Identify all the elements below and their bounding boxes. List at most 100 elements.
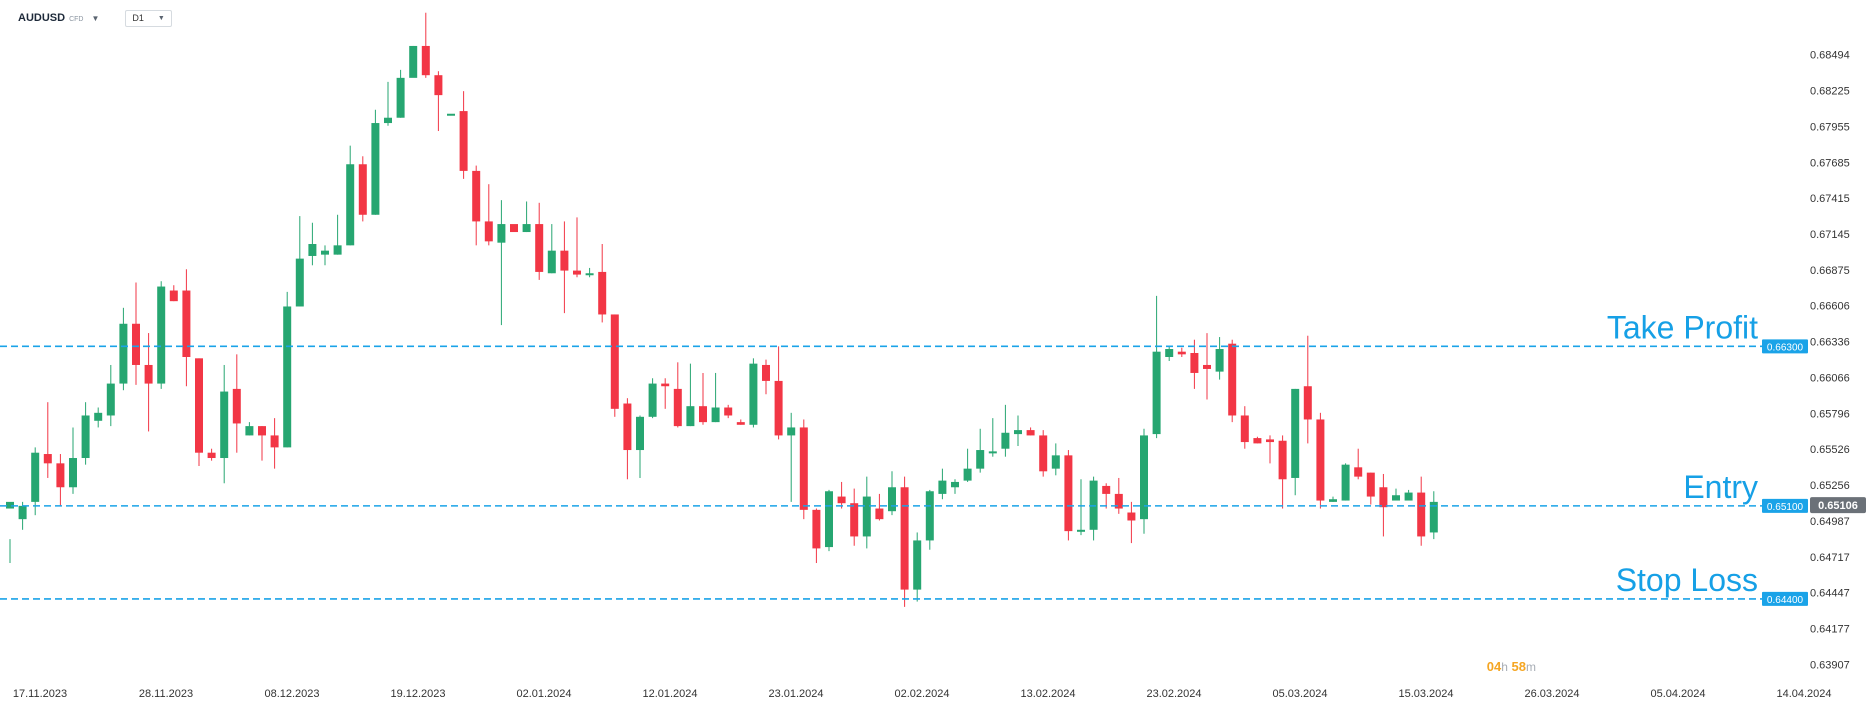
candle xyxy=(648,378,657,419)
candle-body xyxy=(749,363,758,425)
candle xyxy=(510,224,518,233)
candle xyxy=(1253,436,1262,444)
candle xyxy=(1203,333,1211,400)
candle-body xyxy=(661,383,670,387)
candle xyxy=(888,471,896,516)
candle xyxy=(258,426,266,461)
candle-body xyxy=(598,271,607,315)
candle xyxy=(94,407,103,428)
candle xyxy=(1278,435,1287,509)
candle xyxy=(1291,388,1300,496)
candle xyxy=(1240,406,1249,449)
symbol-dropdown-caret-icon[interactable]: ▼ xyxy=(91,13,100,23)
candle-body xyxy=(900,487,909,590)
countdown-minutes-unit: m xyxy=(1526,660,1536,674)
candle-body xyxy=(69,458,77,488)
y-tick-label: 0.67685 xyxy=(1810,157,1850,169)
candle-body xyxy=(258,426,266,436)
candle-body xyxy=(384,117,392,124)
candle-body xyxy=(434,75,443,96)
candle-body xyxy=(18,505,27,520)
candle-body xyxy=(976,450,985,469)
candle xyxy=(484,184,493,246)
x-tick-label: 02.02.2024 xyxy=(894,688,949,700)
candle-body xyxy=(333,245,342,255)
candle xyxy=(81,402,90,465)
current-price-tag xyxy=(1810,497,1866,514)
candle-body xyxy=(1392,495,1400,501)
level-price-tag xyxy=(1762,498,1808,513)
candle xyxy=(913,532,922,602)
candle xyxy=(749,358,758,428)
candle-body xyxy=(812,509,821,549)
candle xyxy=(963,448,972,482)
candle-body xyxy=(1266,439,1274,443)
candle-body xyxy=(1215,349,1224,372)
candle xyxy=(1014,415,1022,447)
candle-body xyxy=(888,487,896,512)
candle-body xyxy=(497,224,506,243)
candle xyxy=(686,363,695,427)
candle-body xyxy=(825,491,833,548)
candle-body xyxy=(1253,438,1262,444)
x-tick-label: 26.03.2024 xyxy=(1524,688,1579,700)
candle-body xyxy=(522,224,531,233)
candle xyxy=(1140,428,1148,534)
price-axis[interactable]: 0.68494 0.68225 0.67955 0.67685 0.67415 0.671… xyxy=(1810,50,1850,672)
candle xyxy=(56,454,65,506)
y-tick-label: 0.66606 xyxy=(1810,301,1850,313)
candle-body xyxy=(837,496,846,504)
candle xyxy=(384,81,392,126)
candle xyxy=(976,428,985,473)
candle xyxy=(321,245,329,266)
candle-body xyxy=(182,290,191,357)
candle-body xyxy=(799,427,808,510)
timeframe-value: D1 xyxy=(132,13,144,23)
candle-body xyxy=(1240,415,1249,443)
y-tick-label: 0.65256 xyxy=(1810,480,1850,492)
symbol-name[interactable]: AUDUSD xyxy=(18,12,66,24)
candle-body xyxy=(585,273,594,276)
countdown-hours: 04 xyxy=(1486,659,1502,674)
candle xyxy=(283,291,292,448)
candle xyxy=(43,402,52,478)
candle-body xyxy=(560,250,569,271)
candle-body xyxy=(220,391,229,459)
candle xyxy=(736,419,745,425)
candle-body xyxy=(371,123,380,215)
candle xyxy=(585,267,594,278)
candle-body xyxy=(472,170,481,222)
candle-countdown: 04h 58m xyxy=(1487,659,1536,674)
candle xyxy=(308,222,317,266)
candle xyxy=(295,216,304,307)
countdown-minutes: 58 xyxy=(1511,659,1526,674)
candle-body xyxy=(736,422,745,425)
y-tick-label: 0.66875 xyxy=(1810,265,1850,277)
candle-body xyxy=(875,508,884,520)
candle xyxy=(1392,488,1400,501)
level-name-label: Stop Loss xyxy=(1616,562,1758,598)
candle xyxy=(169,285,178,302)
x-tick-label: 08.12.2023 xyxy=(264,688,319,700)
price-levels-group: Take Profit 0.66300 Entry 0.65100 Stop Loss 0… xyxy=(0,309,1866,606)
candle-body xyxy=(862,496,871,537)
candle xyxy=(951,479,959,494)
candle-body xyxy=(459,111,468,171)
candle xyxy=(1429,491,1438,540)
candle xyxy=(472,165,481,246)
candle-body xyxy=(1329,499,1337,502)
candle-body xyxy=(396,77,405,118)
candle xyxy=(1064,450,1073,541)
candle-body xyxy=(270,435,279,448)
y-tick-label: 0.68494 xyxy=(1810,50,1850,62)
candle-body xyxy=(1354,467,1363,477)
y-tick-label: 0.64987 xyxy=(1810,516,1850,528)
x-tick-label: 14.04.2024 xyxy=(1776,688,1831,700)
candle xyxy=(711,372,720,423)
y-tick-label: 0.64177 xyxy=(1810,624,1850,636)
candle-body xyxy=(232,388,241,424)
candle xyxy=(1177,347,1186,357)
time-axis[interactable]: 17.11.2023 28.11.2023 08.12.2023 19.12.2023… xyxy=(13,688,1832,700)
timeframe-select[interactable]: D1 ▼ xyxy=(125,9,172,27)
